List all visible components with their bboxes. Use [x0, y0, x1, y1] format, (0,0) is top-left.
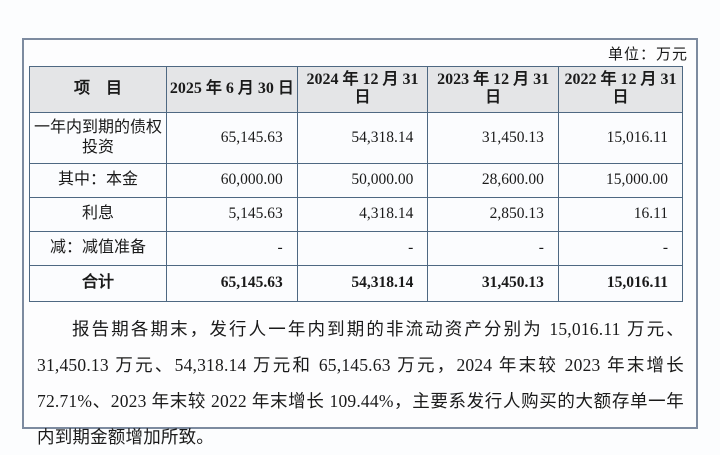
row-label: 利息 [28, 196, 168, 232]
cell-value: 54,318.14 [296, 264, 429, 302]
cell-value: 5,145.63 [166, 196, 298, 232]
cell-value: - [427, 230, 559, 266]
unit-label: 单位：万元 [607, 47, 688, 63]
row-label: 减：减值准备 [28, 230, 168, 266]
cell-value: 16.11 [557, 196, 684, 232]
table-row: 一年内到期的债权投资 65,145.63 54,318.14 31,450.13 15,… [28, 111, 684, 164]
cell-value: 65,145.63 [166, 264, 298, 302]
column-header-date: 2022 年 12 月 31 日 [557, 66, 684, 113]
financial-table: 项 目 2025 年 6 月 30 日 2024 年 12 月 31 日 2023 年… [28, 66, 684, 302]
cell-value: 15,016.11 [557, 111, 684, 164]
row-label: 其中：本金 [28, 162, 168, 198]
table-row: 减：减值准备 - - - - [28, 230, 684, 266]
cell-value: - [557, 230, 684, 266]
column-header-date: 2025 年 6 月 30 日 [166, 66, 298, 113]
cell-value: 31,450.13 [427, 264, 559, 302]
row-label: 合计 [28, 264, 168, 302]
cell-value: 65,145.63 [166, 111, 298, 164]
cell-value: - [166, 230, 298, 266]
column-header-date: 2024 年 12 月 31 日 [296, 66, 429, 113]
document-frame: 单位：万元 项 目 2025 年 6 月 30 日 2024 年 12 月 31 日… [22, 38, 698, 447]
cell-value: - [296, 230, 429, 266]
column-header-date: 2023 年 12 月 31 日 [427, 66, 559, 113]
cell-value: 50,000.00 [296, 162, 429, 198]
table-header-row: 项 目 2025 年 6 月 30 日 2024 年 12 月 31 日 2023 年… [28, 66, 684, 113]
column-header-item: 项 目 [28, 66, 168, 113]
table-body: 一年内到期的债权投资 65,145.63 54,318.14 31,450.13 15,… [28, 111, 684, 302]
cell-value: 28,600.00 [427, 162, 559, 198]
row-label: 一年内到期的债权投资 [28, 111, 168, 164]
cell-value: 31,450.13 [427, 111, 559, 164]
note-paragraph: 报告期各期末，发行人一年内到期的非流动资产分别为 15,016.11 万元、31… [37, 318, 684, 447]
cell-value: 4,318.14 [296, 196, 429, 232]
cell-value: 15,000.00 [557, 162, 684, 198]
table-row: 其中：本金 60,000.00 50,000.00 28,600.00 15,000.0… [28, 162, 684, 198]
cell-value: 54,318.14 [296, 111, 429, 164]
cell-value: 15,016.11 [557, 264, 684, 302]
cell-value: 60,000.00 [166, 162, 298, 198]
cell-value: 2,850.13 [427, 196, 559, 232]
table-row: 合计 65,145.63 54,318.14 31,450.13 15,016.11 [28, 264, 684, 302]
table-row: 利息 5,145.63 4,318.14 2,850.13 16.11 [28, 196, 684, 232]
